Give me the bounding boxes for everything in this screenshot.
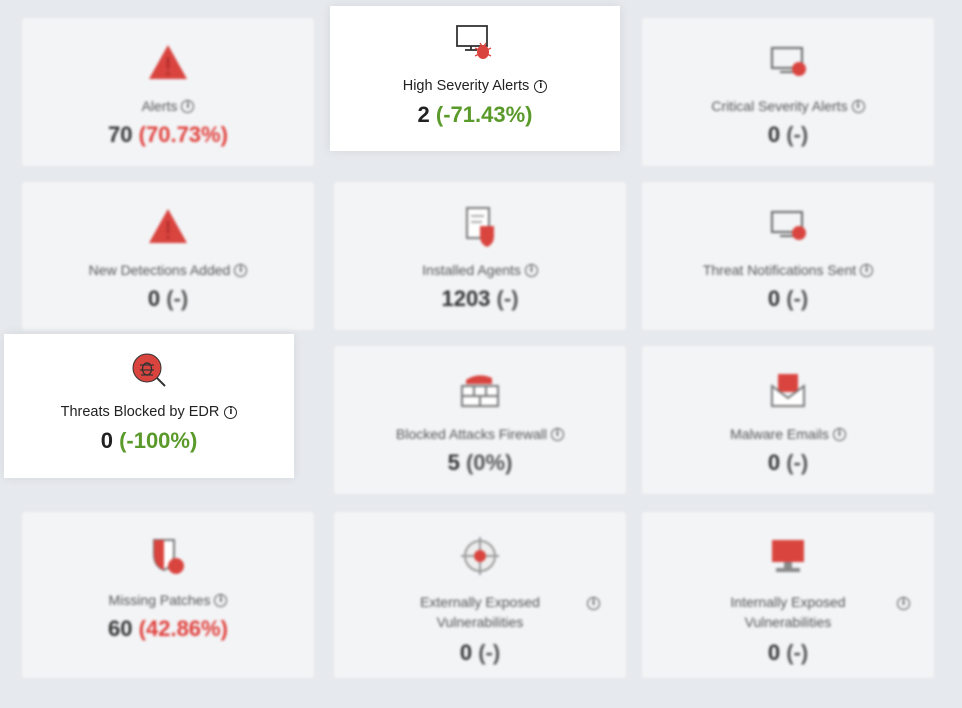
- card-internally-exposed-vulnerabilities[interactable]: Internally Exposed Vulnerabilities i 0 (-…: [642, 512, 934, 678]
- card-value: 70 (70.73%): [108, 122, 228, 147]
- card-high-severity-alerts[interactable]: High Severity Alerts i 2 (-71.43%): [330, 6, 620, 151]
- card-label: New Detections Added i: [89, 262, 248, 278]
- info-icon[interactable]: i: [550, 427, 564, 441]
- card-label: Installed Agents i: [422, 262, 538, 278]
- card-alerts[interactable]: Alerts i 70 (70.73%): [22, 18, 314, 166]
- card-value: 0 (-): [459, 640, 501, 665]
- info-icon[interactable]: i: [524, 263, 538, 277]
- card-value: 5 (0%): [447, 450, 513, 475]
- card-missing-patches[interactable]: Missing Patches i 60 (42.86%): [22, 512, 314, 678]
- card-label: Externally Exposed Vulnerabilities: [420, 594, 540, 630]
- card-value: 0 (-): [147, 286, 189, 311]
- card-label: Malware Emails i: [730, 426, 846, 442]
- card-label: Internally Exposed Vulnerabilities: [730, 594, 846, 630]
- target-icon: [458, 534, 502, 578]
- bug-search-icon: [127, 348, 171, 392]
- card-malware-emails[interactable]: Malware Emails i 0 (-): [642, 346, 934, 494]
- card-value: 0 (-): [767, 122, 809, 147]
- firewall-icon: [458, 368, 502, 412]
- info-icon[interactable]: i: [860, 263, 874, 277]
- info-icon[interactable]: i: [181, 99, 195, 113]
- warning-triangle-icon: [146, 204, 190, 248]
- card-critical-severity-alerts[interactable]: Critical Severity Alerts i 0 (-): [642, 18, 934, 166]
- mail-icon: [766, 368, 810, 412]
- warning-triangle-icon: [146, 40, 190, 84]
- info-icon[interactable]: i: [832, 427, 846, 441]
- info-icon[interactable]: i: [897, 597, 910, 610]
- card-value: 0 (-): [767, 640, 809, 665]
- card-externally-exposed-vulnerabilities[interactable]: Externally Exposed Vulnerabilities i 0 (-…: [334, 512, 626, 678]
- monitor-alert-icon: [766, 204, 810, 248]
- info-icon[interactable]: i: [214, 593, 228, 607]
- card-label: Blocked Attacks Firewall i: [396, 426, 564, 442]
- card-value: 1203 (-): [441, 286, 519, 311]
- card-label: Threats Blocked by EDR i: [61, 404, 238, 420]
- desktop-icon: [766, 534, 810, 578]
- card-label: Threat Notifications Sent i: [703, 262, 874, 278]
- monitor-bug-icon: [453, 22, 497, 66]
- card-value: 60 (42.86%): [108, 616, 228, 641]
- info-icon[interactable]: i: [234, 263, 248, 277]
- card-label: Missing Patches i: [109, 592, 228, 608]
- card-value: 2 (-71.43%): [417, 102, 533, 127]
- card-label: High Severity Alerts i: [403, 78, 548, 94]
- card-label: Alerts i: [142, 98, 195, 114]
- card-value: 0 (-): [767, 450, 809, 475]
- info-icon[interactable]: i: [587, 597, 600, 610]
- info-icon[interactable]: i: [534, 79, 548, 93]
- card-new-detections-added[interactable]: New Detections Added i 0 (-): [22, 182, 314, 330]
- monitor-alert-icon: [766, 40, 810, 84]
- card-blocked-attacks-firewall[interactable]: Blocked Attacks Firewall i 5 (0%): [334, 346, 626, 494]
- card-value: 0 (-): [767, 286, 809, 311]
- card-installed-agents[interactable]: Installed Agents i 1203 (-): [334, 182, 626, 330]
- shield-badge-icon: [146, 534, 190, 578]
- card-threat-notifications-sent[interactable]: Threat Notifications Sent i 0 (-): [642, 182, 934, 330]
- info-icon[interactable]: i: [851, 99, 865, 113]
- card-label: Critical Severity Alerts i: [711, 98, 865, 114]
- card-threats-blocked-by-edr[interactable]: Threats Blocked by EDR i 0 (-100%): [4, 334, 294, 478]
- card-value: 0 (-100%): [100, 428, 198, 453]
- document-shield-icon: [458, 204, 502, 248]
- info-icon[interactable]: i: [224, 405, 238, 419]
